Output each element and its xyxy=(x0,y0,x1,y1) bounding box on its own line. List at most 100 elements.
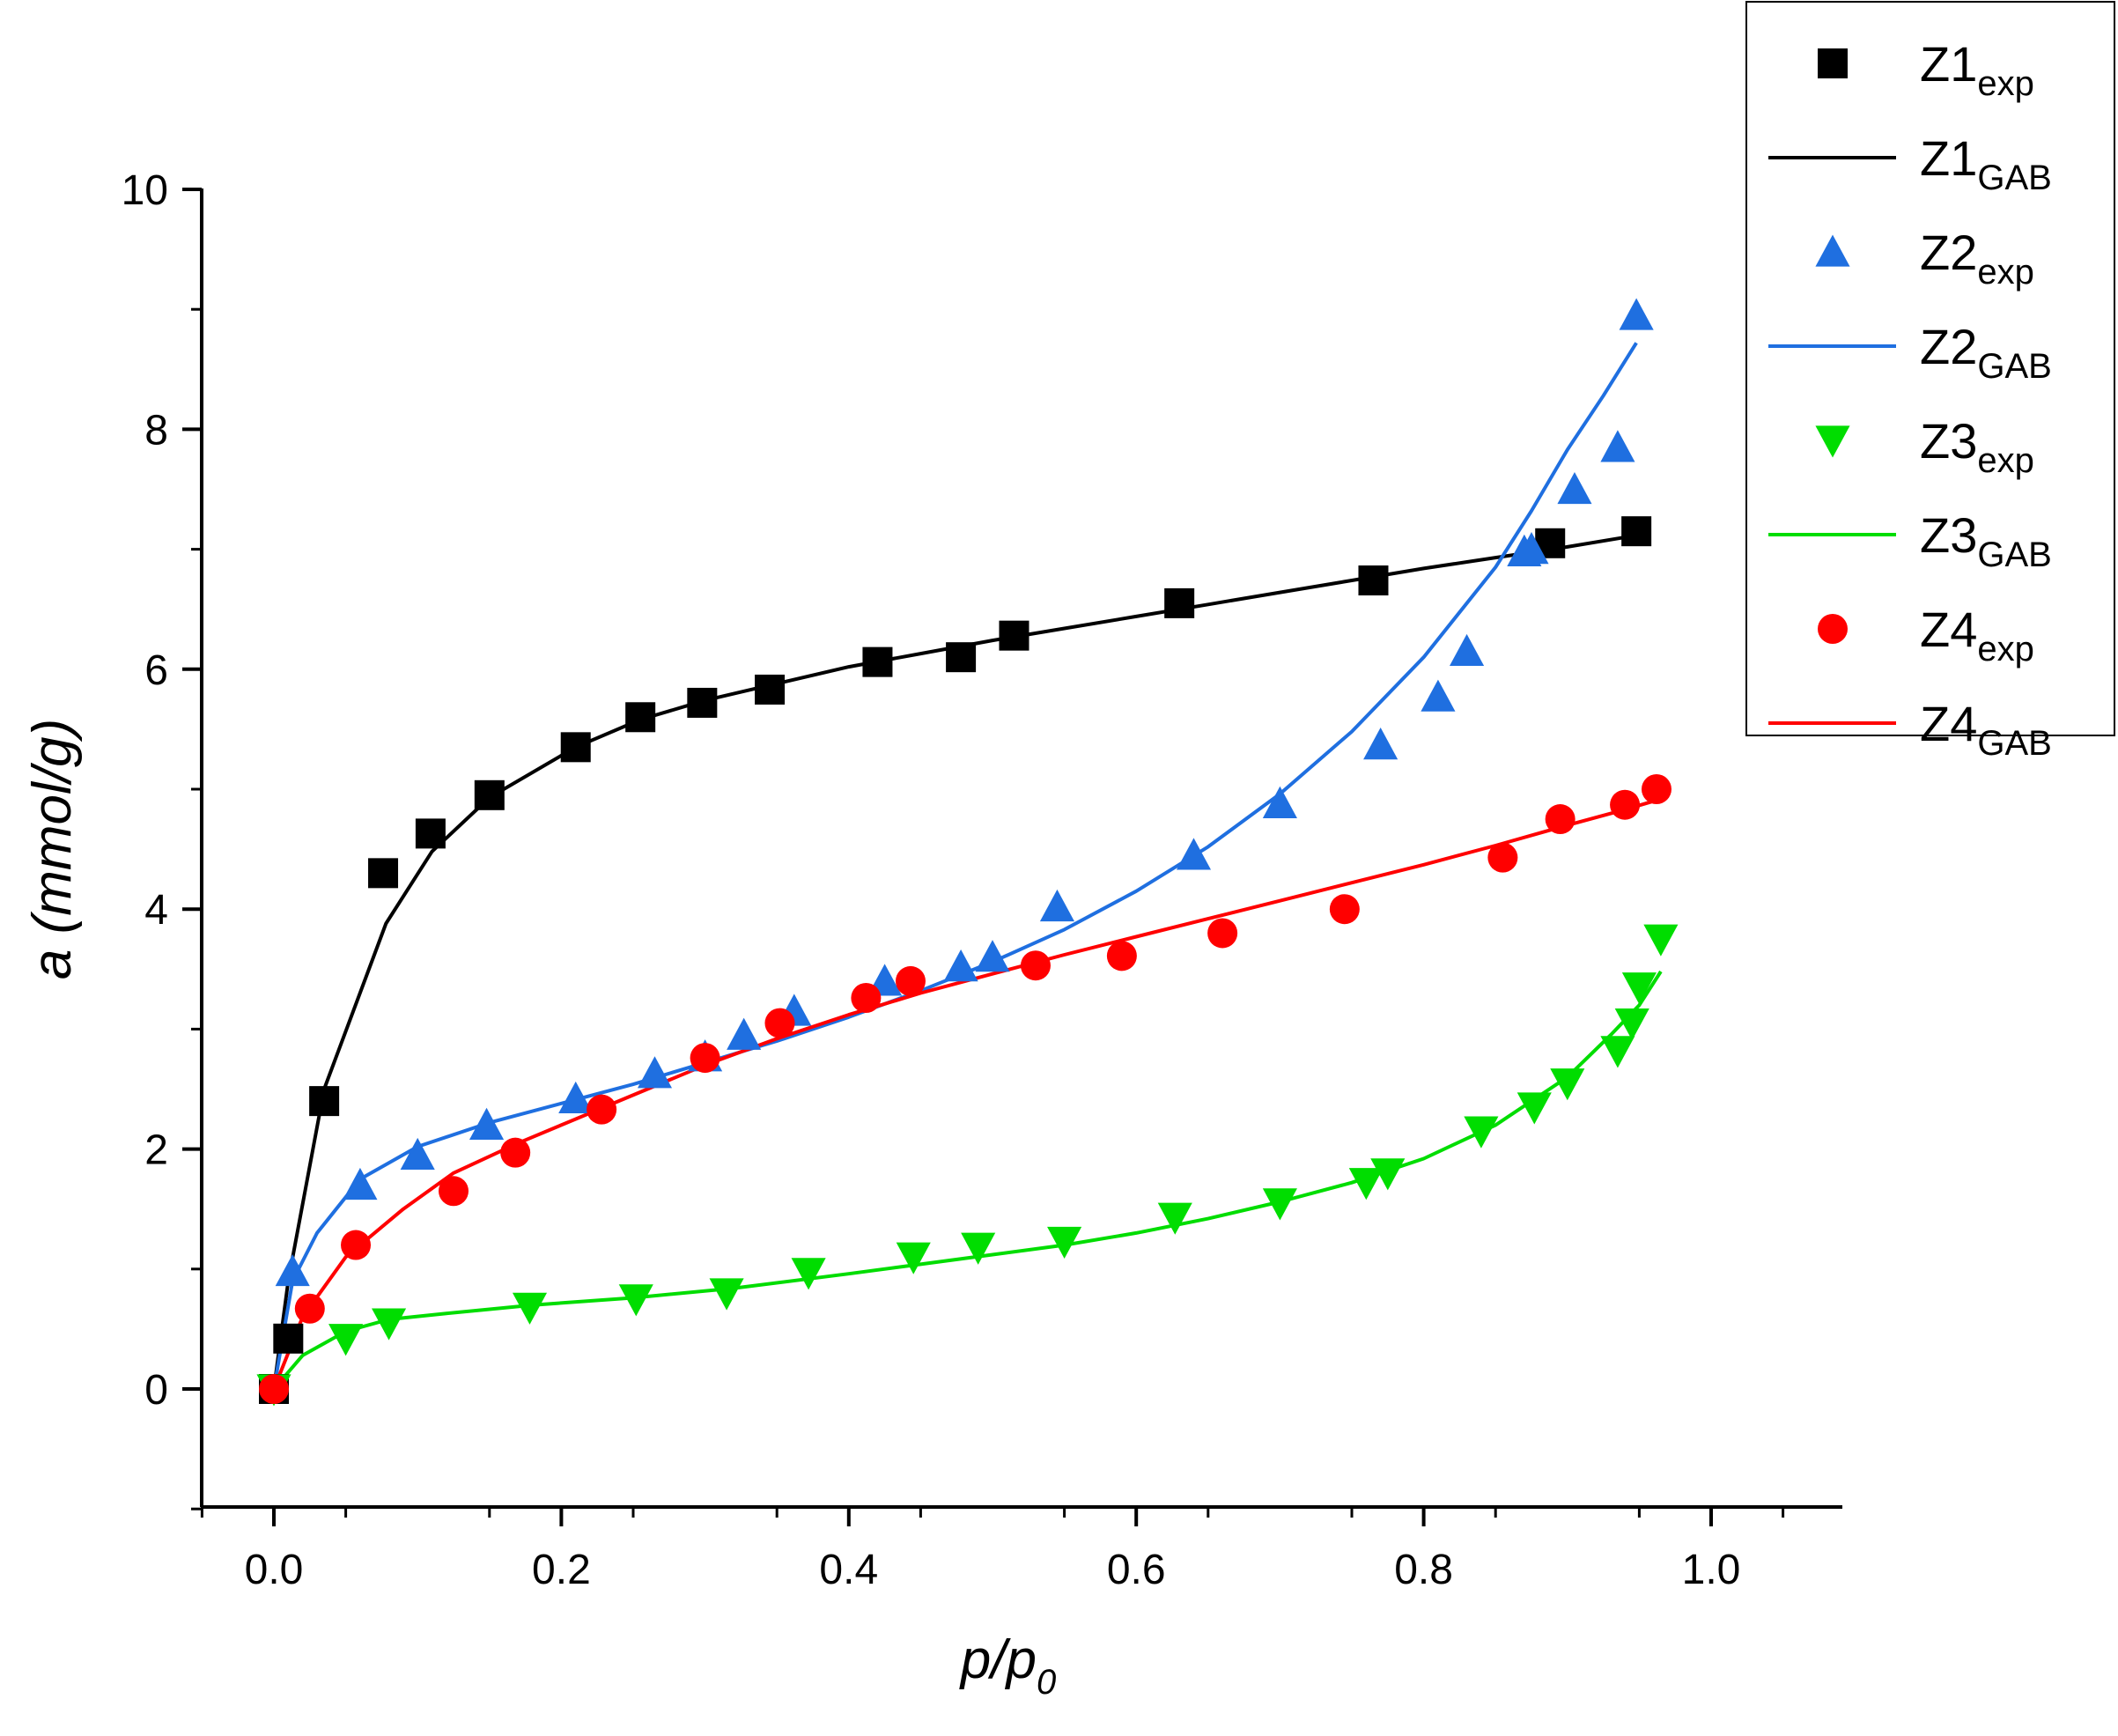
legend-label-main: Z1 xyxy=(1920,36,1977,92)
z4exp-point xyxy=(439,1176,469,1207)
z3gab-line xyxy=(272,970,1663,1391)
z4exp-point xyxy=(1207,918,1238,949)
legend-label: Z4GAB xyxy=(1920,696,2052,763)
z2exp-point xyxy=(343,1167,378,1200)
legend-label: Z3GAB xyxy=(1920,507,2052,574)
z4exp-point xyxy=(851,982,882,1013)
x-tick-label: 0.4 xyxy=(819,1547,878,1593)
z3exp-point xyxy=(1621,972,1657,1005)
y-axis-title: a (mmol/g) xyxy=(22,719,83,979)
legend-swatch-marker xyxy=(1818,614,1848,644)
legend-label-sub: exp xyxy=(1977,441,2034,480)
legend-swatch-marker xyxy=(1815,425,1850,458)
z3exp-point xyxy=(791,1258,826,1290)
z3exp-point xyxy=(1464,1116,1499,1149)
axis-ticks: 0.0 0.2 0.4 0.6 0.8 1.0 0 2 4 6 8 10 xyxy=(122,167,1785,1593)
z3exp-point xyxy=(1047,1226,1082,1260)
z4exp-series xyxy=(259,774,1672,1404)
legend-label-main: Z2 xyxy=(1920,225,1977,280)
z1exp-point xyxy=(755,674,786,705)
x-tick-label: 0.0 xyxy=(245,1547,304,1593)
z2exp-point xyxy=(1176,838,1212,870)
z1exp-point xyxy=(273,1323,304,1354)
legend-box xyxy=(1745,1,2115,736)
legend-label-main: Z3 xyxy=(1920,507,1977,563)
z1exp-point xyxy=(862,646,893,677)
z4exp-point xyxy=(1329,894,1360,925)
z3exp-point xyxy=(512,1292,548,1325)
legend-label-main: Z2 xyxy=(1920,319,1977,374)
y-tick-label: 2 xyxy=(144,1127,168,1174)
z4exp-point xyxy=(500,1137,531,1168)
z4exp-point xyxy=(587,1094,617,1125)
fit-lines xyxy=(272,342,1663,1391)
z2exp-point xyxy=(1619,298,1654,330)
z3exp-point xyxy=(1600,1036,1635,1068)
x-axis-title-sub: 0 xyxy=(1037,1663,1056,1702)
data-points xyxy=(256,298,1679,1407)
z4exp-point xyxy=(1487,842,1518,873)
legend-label-sub: GAB xyxy=(1977,724,2051,763)
z4exp-point xyxy=(764,1008,795,1038)
z1exp-series xyxy=(259,516,1652,1404)
z3exp-point xyxy=(1348,1168,1384,1200)
z2exp-point xyxy=(1421,679,1456,712)
z2exp-point xyxy=(1363,728,1398,760)
legend-label: Z4exp xyxy=(1920,602,2034,669)
z3exp-point xyxy=(1157,1202,1192,1235)
legend-item-z3exp: Z3exp xyxy=(1815,413,2034,480)
z2exp-point xyxy=(637,1056,673,1089)
z2exp-point xyxy=(1600,430,1635,462)
legend-label: Z3exp xyxy=(1920,413,2034,480)
z4exp-point xyxy=(1610,789,1641,820)
z2exp-point xyxy=(469,1107,505,1140)
z3exp-point xyxy=(896,1242,931,1274)
y-tick-label: 6 xyxy=(144,647,168,694)
z3exp-point xyxy=(372,1308,407,1341)
z2exp-series xyxy=(275,298,1654,1287)
legend-label: Z2exp xyxy=(1920,225,2034,292)
z1exp-point xyxy=(999,620,1029,651)
z4exp-point xyxy=(259,1374,289,1404)
z3exp-point xyxy=(961,1232,996,1265)
legend-item-z2exp: Z2exp xyxy=(1815,225,2034,292)
legend-label-sub: GAB xyxy=(1977,159,2051,197)
z3exp-point xyxy=(328,1324,364,1356)
z2exp-point xyxy=(1262,786,1297,818)
z2exp-point xyxy=(1514,532,1549,565)
z4exp-point xyxy=(294,1293,325,1324)
z1exp-point xyxy=(474,779,505,810)
z1exp-point xyxy=(1164,587,1195,618)
legend-label-sub: GAB xyxy=(1977,536,2051,574)
legend-label-main: Z3 xyxy=(1920,413,1977,469)
y-tick-label: 0 xyxy=(144,1367,168,1414)
z4exp-point xyxy=(690,1043,720,1074)
legend-label-sub: exp xyxy=(1977,64,2034,103)
z1exp-point xyxy=(1621,516,1652,547)
z3exp-point xyxy=(1643,924,1679,957)
x-tick-label: 0.6 xyxy=(1107,1547,1166,1593)
legend-item-z2gab: Z2GAB xyxy=(1768,319,2052,386)
z3exp-point xyxy=(1262,1188,1297,1221)
z4exp-point xyxy=(1545,804,1576,835)
x-tick-label: 0.2 xyxy=(532,1547,591,1593)
z2exp-point xyxy=(1039,889,1074,922)
z1exp-point xyxy=(687,687,718,718)
legend-label: Z2GAB xyxy=(1920,319,2052,386)
legend-item-z1gab: Z1GAB xyxy=(1768,130,2052,197)
axes-frame xyxy=(200,188,1842,1509)
legend-swatch-marker xyxy=(1818,48,1848,78)
z2exp-point xyxy=(1557,471,1592,505)
y-tick-label: 8 xyxy=(144,407,168,454)
legend-label-main: Z4 xyxy=(1920,696,1977,751)
legend-label: Z1exp xyxy=(1920,36,2034,103)
legend-item-z1exp: Z1exp xyxy=(1818,36,2034,103)
z1exp-point xyxy=(309,1086,340,1117)
x-axis-title: p/p0 xyxy=(959,1629,1056,1702)
z4gab-line xyxy=(272,799,1655,1390)
legend-label-sub: exp xyxy=(1977,630,2034,669)
z2exp-point xyxy=(943,949,978,982)
legend-label-sub: exp xyxy=(1977,253,2034,292)
x-axis-title-main: p/p xyxy=(959,1629,1037,1690)
